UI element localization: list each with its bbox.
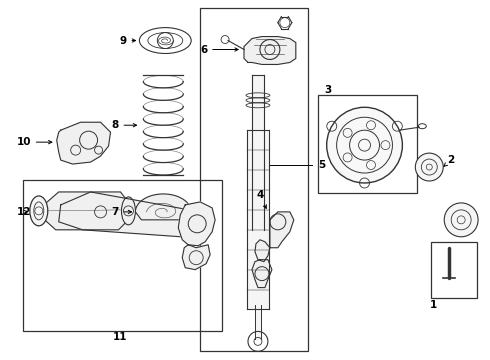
Polygon shape [178,202,215,246]
Polygon shape [135,194,191,220]
Bar [318,95,417,193]
Text: 12: 12 [16,207,31,217]
Text: 9: 9 [120,36,136,46]
Text: 10: 10 [16,137,52,147]
Bar [23,180,222,332]
Text: 8: 8 [111,120,137,130]
Ellipse shape [122,197,135,225]
Text: 5: 5 [318,160,325,170]
Polygon shape [252,260,272,288]
Polygon shape [255,212,294,262]
Text: 11: 11 [113,332,128,342]
Polygon shape [182,245,210,270]
Polygon shape [36,192,130,230]
Polygon shape [244,37,296,64]
Circle shape [444,203,478,237]
Polygon shape [57,122,111,164]
Circle shape [416,153,443,181]
Bar [200,8,308,351]
Bar [431,242,477,298]
Circle shape [327,107,402,183]
Text: 7: 7 [111,207,131,217]
Polygon shape [59,192,208,238]
Ellipse shape [30,196,48,226]
Text: 1: 1 [430,300,437,310]
Text: 2: 2 [444,155,454,166]
Text: 4: 4 [256,190,267,208]
Text: 6: 6 [200,45,238,54]
Text: 3: 3 [325,85,332,95]
